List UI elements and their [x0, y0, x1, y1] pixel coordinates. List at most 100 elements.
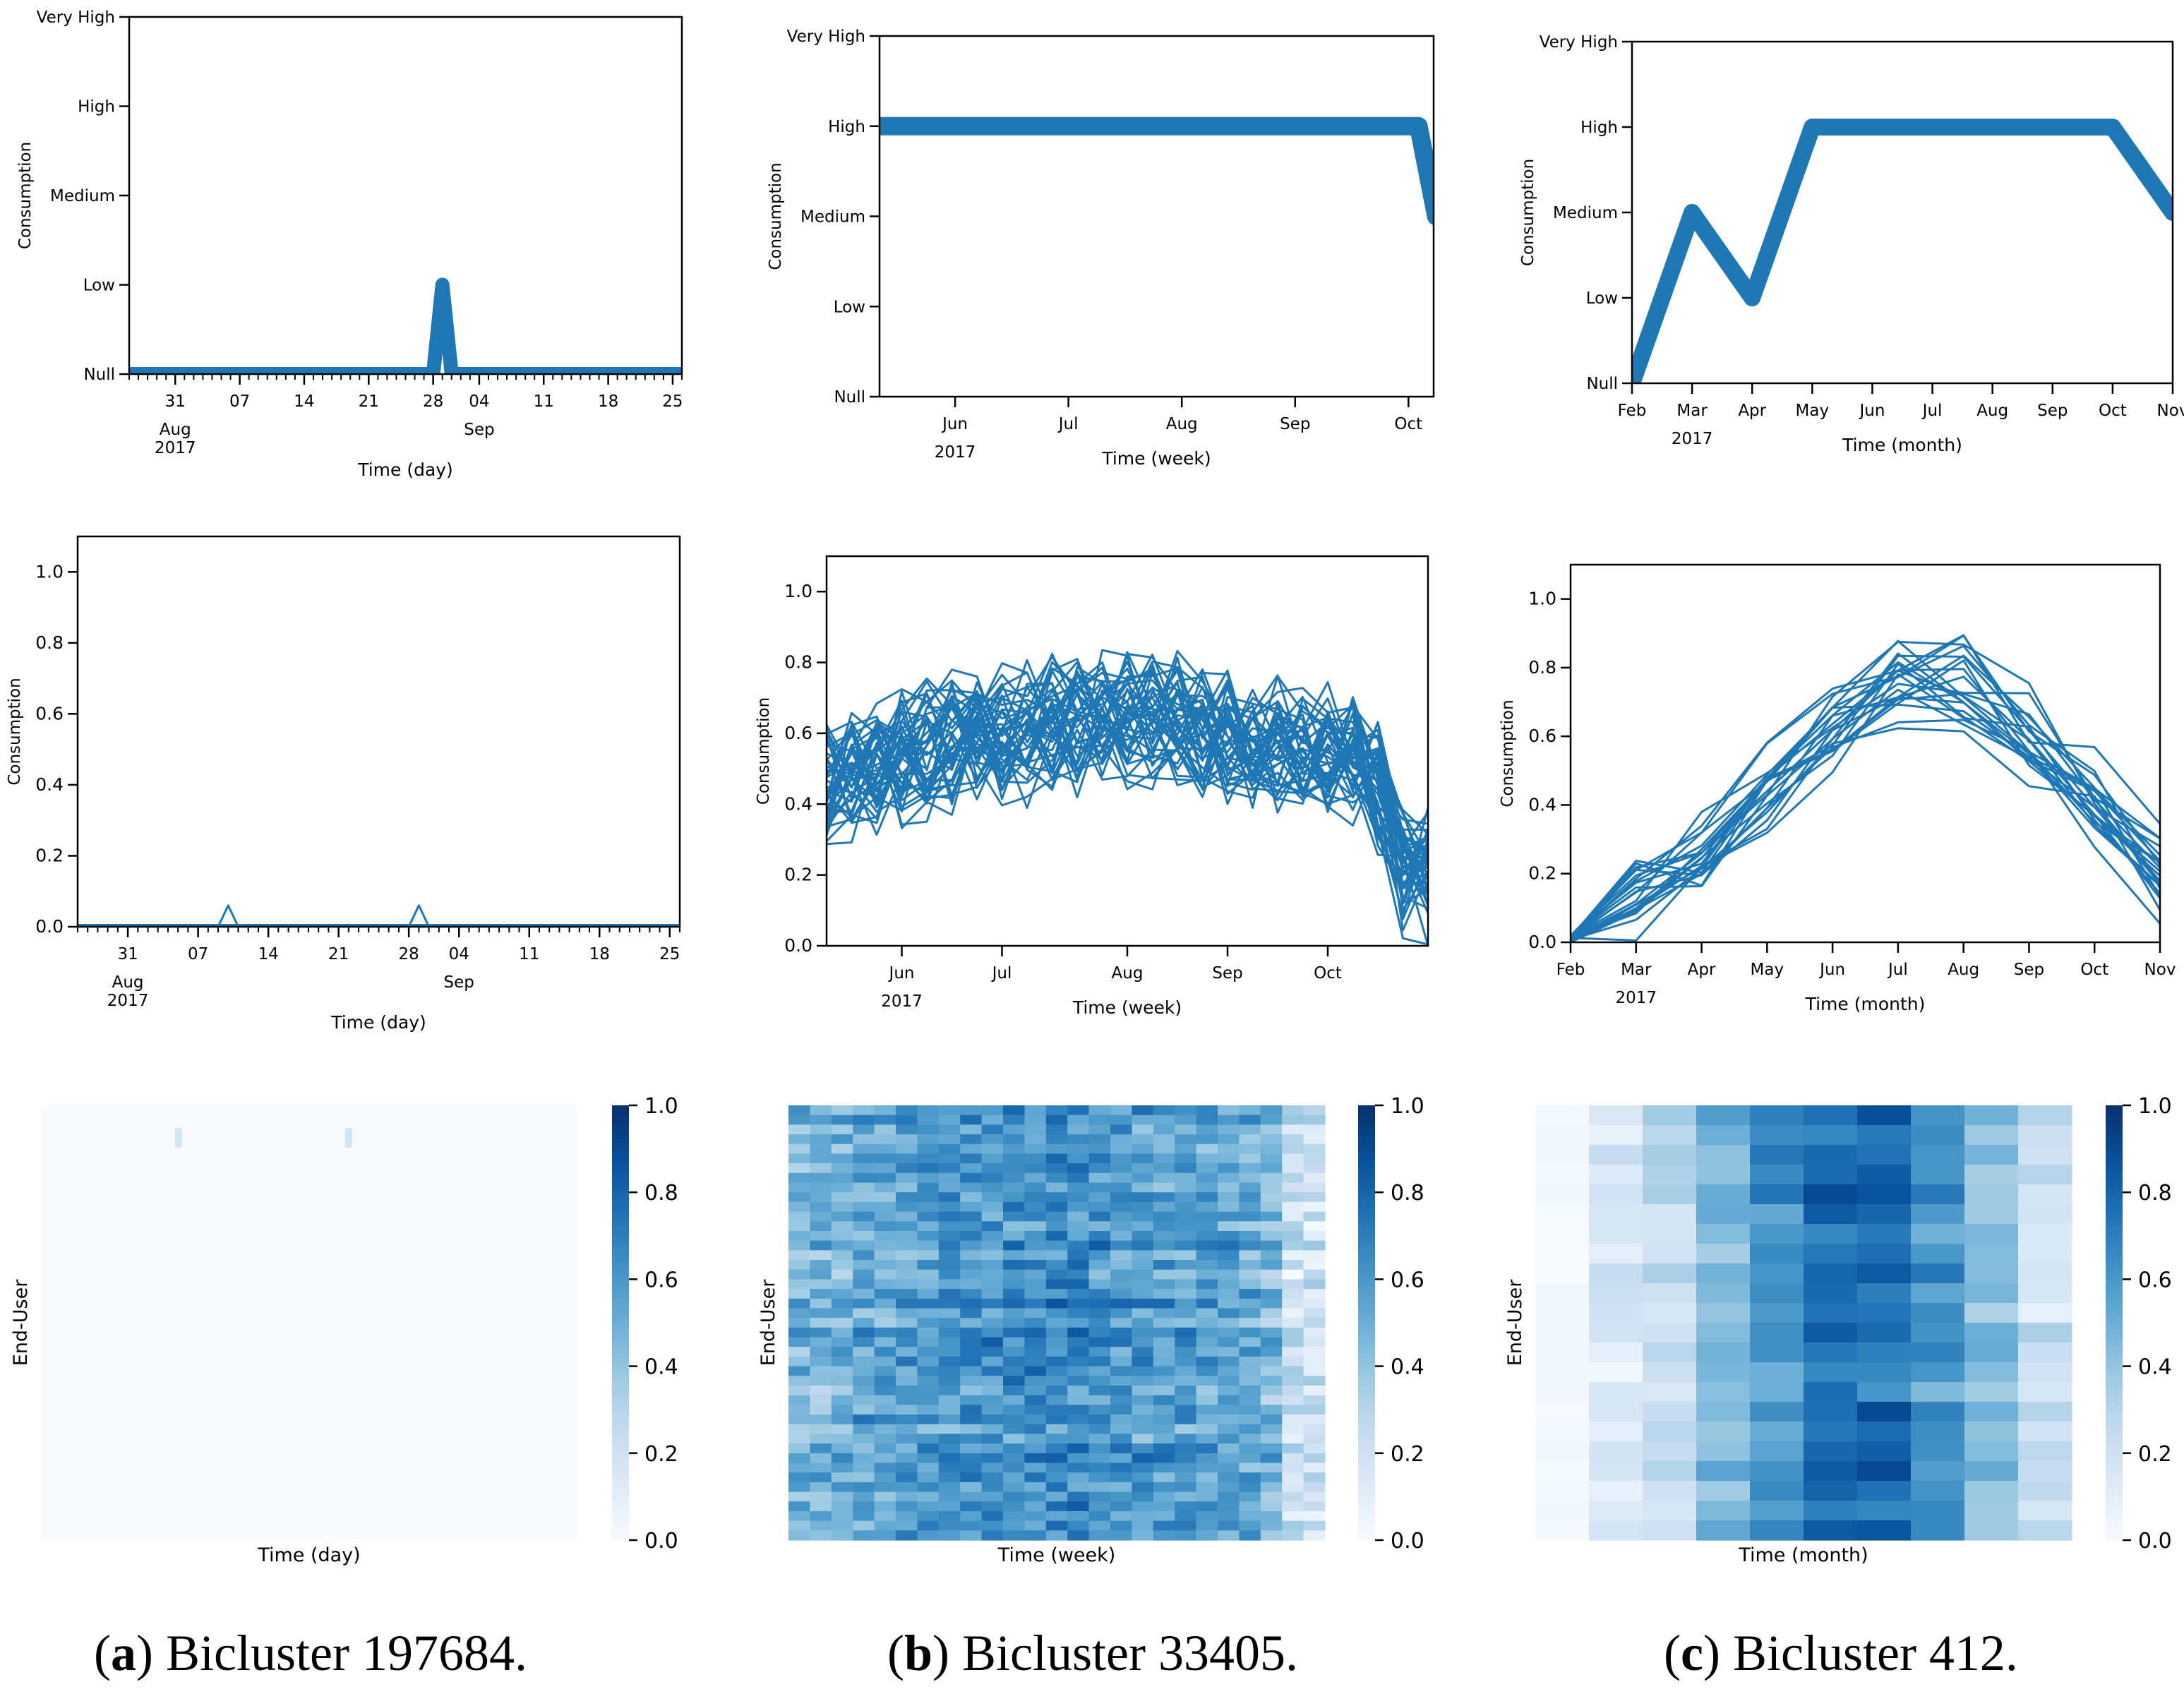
heatmap-cell — [461, 1438, 471, 1447]
heatmap-cell — [1132, 1356, 1154, 1367]
heatmap-cell — [853, 1182, 875, 1193]
heatmap-cell — [139, 1214, 149, 1222]
heatmap-cell — [121, 1279, 131, 1287]
heatmap-cell — [532, 1446, 542, 1454]
heatmap-cell — [256, 1163, 265, 1171]
heatmap-cell — [831, 1240, 853, 1251]
heatmap-cell — [874, 1308, 896, 1318]
heatmap-cell — [354, 1467, 364, 1476]
heatmap-cell — [452, 1221, 462, 1230]
heatmap-cell — [344, 1119, 354, 1128]
heatmap-cell — [532, 1279, 542, 1287]
heatmap-cell — [1218, 1163, 1240, 1174]
y-tick-label: High — [1580, 119, 1618, 137]
heatmap-cell — [121, 1257, 131, 1266]
heatmap-cell — [425, 1467, 435, 1476]
heatmap-cell — [336, 1235, 346, 1244]
heatmap-cell — [121, 1264, 131, 1273]
heatmap-cell — [95, 1192, 104, 1201]
heatmap-cell — [452, 1228, 462, 1237]
heatmap-cell — [425, 1489, 435, 1497]
heatmap-cell — [256, 1214, 265, 1222]
heatmap-cell — [237, 1286, 247, 1294]
heatmap-cell — [515, 1381, 524, 1388]
heatmap-cell — [282, 1518, 292, 1527]
heatmap-cell — [1088, 1289, 1111, 1299]
heatmap-cell — [220, 1467, 229, 1476]
heatmap-cell — [532, 1417, 542, 1425]
heatmap-cell — [193, 1243, 203, 1251]
heatmap-cell — [282, 1279, 292, 1287]
heatmap-cell — [327, 1192, 337, 1201]
heatmap-cell — [1260, 1376, 1283, 1386]
heatmap-cell — [112, 1388, 122, 1396]
heatmap-cell — [130, 1119, 140, 1128]
heatmap-cell — [874, 1201, 896, 1213]
heatmap-cell — [157, 1250, 167, 1259]
heatmap-cell — [273, 1381, 283, 1388]
heatmap-cell — [505, 1366, 515, 1374]
heatmap-cell — [788, 1192, 810, 1203]
heatmap-cell — [398, 1474, 408, 1483]
y-axis-title: Consumption — [767, 162, 785, 270]
heatmap-cell — [960, 1201, 983, 1213]
heatmap-cell — [246, 1395, 256, 1403]
heatmap-cell — [354, 1323, 364, 1330]
heatmap-cell — [139, 1308, 149, 1316]
heatmap-cell — [157, 1344, 167, 1352]
heatmap-cell — [390, 1381, 400, 1388]
heatmap-cell — [309, 1424, 319, 1432]
heatmap-cell — [210, 1388, 220, 1396]
heatmap-cell — [327, 1141, 337, 1150]
heatmap-cell — [398, 1366, 408, 1374]
heatmap-cell — [148, 1315, 158, 1323]
heatmap-cell — [470, 1446, 480, 1454]
heatmap-cell — [1282, 1424, 1304, 1435]
heatmap-cell — [479, 1214, 488, 1222]
heatmap-cell — [318, 1264, 328, 1273]
heatmap-cell — [210, 1286, 220, 1294]
heatmap-cell — [166, 1264, 176, 1273]
heatmap-cell — [425, 1308, 435, 1316]
heatmap-cell — [139, 1141, 149, 1150]
heatmap-cell — [1282, 1279, 1304, 1290]
heatmap-cell — [1110, 1298, 1132, 1309]
heatmap-cell — [273, 1388, 283, 1396]
heatmap-cell — [515, 1163, 524, 1171]
heatmap-cell — [407, 1446, 417, 1454]
heatmap-cell — [1088, 1211, 1111, 1222]
heatmap-cell — [371, 1163, 381, 1171]
heatmap-cell — [318, 1301, 328, 1309]
heatmap-cell — [380, 1243, 390, 1251]
heatmap-cell — [461, 1503, 471, 1512]
heatmap-cell — [1153, 1105, 1175, 1116]
heatmap-cell — [273, 1279, 283, 1287]
heatmap-cell — [1088, 1221, 1111, 1232]
heatmap-cell — [559, 1410, 569, 1418]
heatmap-cell — [524, 1105, 534, 1113]
heatmap-cell — [488, 1148, 498, 1157]
heatmap-cell — [210, 1417, 220, 1425]
heatmap-cell — [874, 1337, 896, 1347]
heatmap-cell — [344, 1381, 354, 1388]
heatmap-cell — [41, 1373, 51, 1381]
heatmap-cell — [1196, 1356, 1218, 1367]
heatmap-cell — [291, 1496, 301, 1505]
heatmap-cell — [354, 1308, 364, 1316]
heatmap-cell — [515, 1243, 524, 1251]
heatmap-cell — [184, 1214, 193, 1222]
heatmap-cell — [237, 1293, 247, 1302]
heatmap-cell — [1260, 1453, 1283, 1464]
heatmap-cell — [318, 1214, 328, 1222]
heatmap-cell — [202, 1453, 212, 1461]
heatmap-cell — [541, 1192, 551, 1201]
heatmap-cell — [148, 1510, 158, 1519]
heatmap-cell — [264, 1352, 274, 1359]
heatmap-cell — [309, 1503, 319, 1512]
colorbar-tick-label: 0.8 — [644, 1181, 678, 1206]
heatmap-cell — [327, 1184, 337, 1193]
heatmap-cell — [390, 1510, 400, 1519]
heatmap-cell — [41, 1424, 51, 1432]
heatmap-cell — [175, 1184, 185, 1193]
heatmap-cell — [505, 1119, 515, 1128]
